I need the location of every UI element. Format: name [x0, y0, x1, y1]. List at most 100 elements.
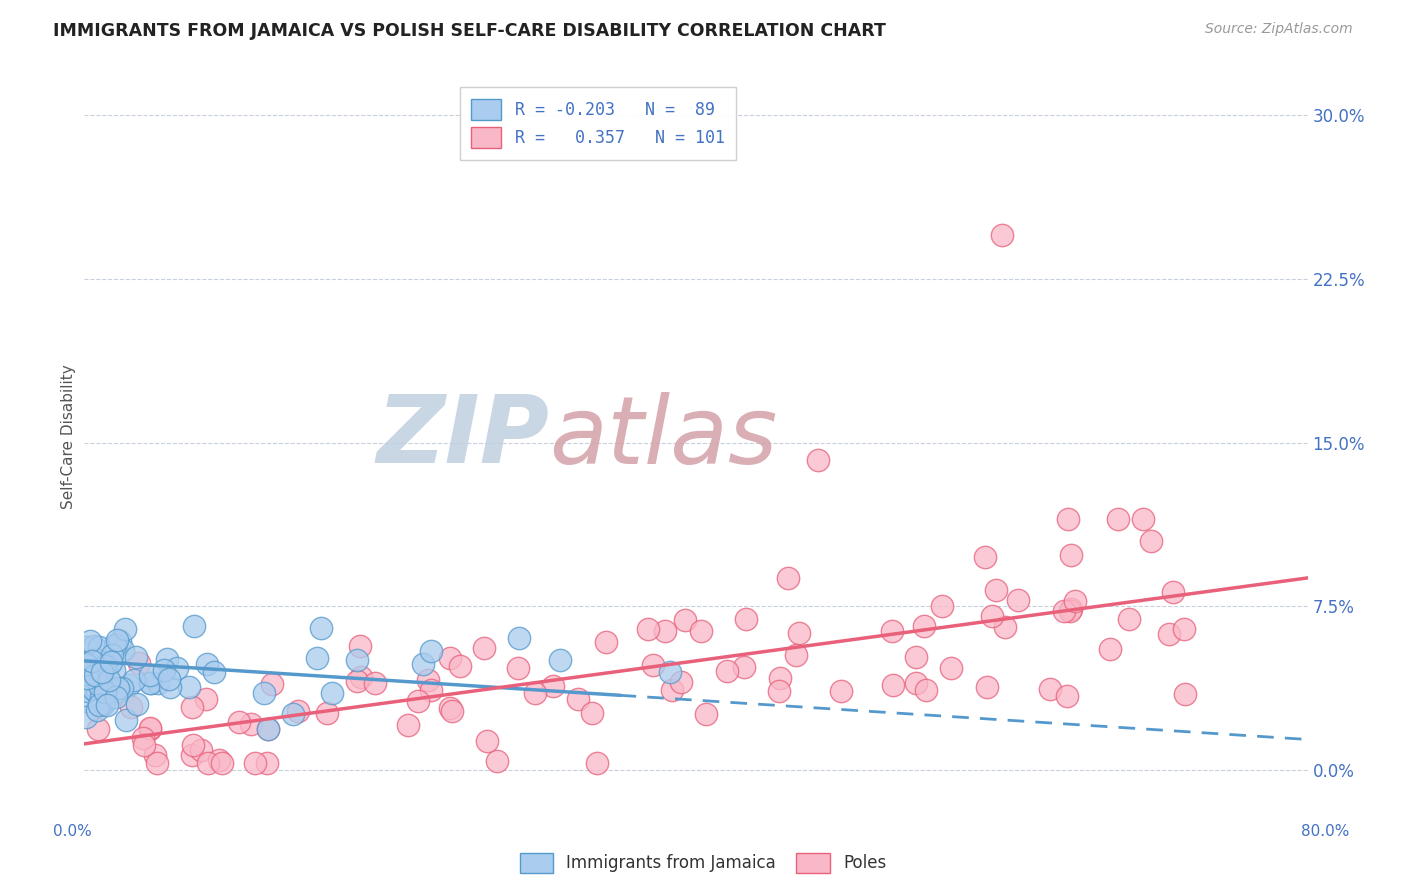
Point — [75, 694, 97, 708]
Point — [101, 648, 124, 663]
Point — [931, 599, 953, 613]
Legend: Immigrants from Jamaica, Poles: Immigrants from Jamaica, Poles — [513, 847, 893, 880]
Point — [1173, 622, 1195, 636]
Point — [138, 721, 160, 735]
Point — [595, 634, 617, 648]
Point — [166, 661, 188, 675]
Point — [128, 657, 150, 671]
Point — [143, 748, 166, 763]
Point — [1139, 534, 1161, 549]
Point — [980, 608, 1002, 623]
Point — [733, 660, 755, 674]
Point — [769, 671, 792, 685]
Point — [96, 698, 118, 712]
Point — [75, 657, 97, 672]
Point — [82, 681, 104, 696]
Point — [661, 683, 683, 698]
Point — [586, 756, 609, 771]
Point — [1059, 604, 1081, 618]
Point — [768, 683, 790, 698]
Point — [776, 571, 799, 585]
Point — [315, 706, 337, 721]
Point — [86, 703, 108, 717]
Point — [98, 657, 121, 671]
Point — [346, 673, 368, 688]
Point — [439, 700, 461, 714]
Point — [93, 697, 115, 711]
Point — [89, 673, 111, 688]
Text: IMMIGRANTS FROM JAMAICA VS POLISH SELF-CARE DISABILITY CORRELATION CHART: IMMIGRANTS FROM JAMAICA VS POLISH SELF-C… — [53, 22, 886, 40]
Point — [87, 640, 110, 655]
Point — [976, 680, 998, 694]
Point — [111, 643, 134, 657]
Point — [83, 639, 105, 653]
Point — [1007, 593, 1029, 607]
Point — [96, 691, 118, 706]
Point — [207, 753, 229, 767]
Point — [524, 686, 547, 700]
Point — [1060, 548, 1083, 562]
Text: Source: ZipAtlas.com: Source: ZipAtlas.com — [1205, 22, 1353, 37]
Point — [785, 648, 807, 662]
Point — [202, 665, 225, 680]
Point — [76, 680, 98, 694]
Point — [787, 626, 810, 640]
Point — [1056, 512, 1078, 526]
Point — [211, 756, 233, 771]
Point — [195, 657, 218, 672]
Point — [181, 747, 204, 762]
Point — [80, 664, 103, 678]
Point — [1174, 687, 1197, 701]
Point — [257, 723, 280, 737]
Point — [1053, 604, 1076, 618]
Point — [974, 549, 997, 564]
Point — [548, 653, 571, 667]
Point — [110, 681, 132, 696]
Point — [146, 756, 169, 771]
Point — [637, 622, 659, 636]
Point — [994, 620, 1017, 634]
Point — [139, 676, 162, 690]
Point — [716, 664, 738, 678]
Point — [94, 690, 117, 705]
Point — [90, 690, 112, 705]
Point — [262, 676, 284, 690]
Point — [420, 682, 443, 697]
Point — [183, 618, 205, 632]
Point — [181, 739, 204, 753]
Point — [541, 679, 564, 693]
Point — [77, 684, 100, 698]
Point — [735, 612, 758, 626]
Point — [305, 650, 328, 665]
Point — [350, 670, 373, 684]
Point — [1161, 585, 1184, 599]
Point — [146, 675, 169, 690]
Point — [105, 633, 128, 648]
Point — [118, 677, 141, 691]
Point — [506, 660, 529, 674]
Point — [283, 706, 305, 721]
Point — [240, 716, 263, 731]
Point — [75, 640, 97, 654]
Point — [87, 698, 110, 713]
Point — [94, 685, 117, 699]
Point — [79, 659, 101, 673]
Point — [475, 733, 498, 747]
Text: atlas: atlas — [550, 392, 778, 483]
Point — [912, 619, 935, 633]
Point — [114, 622, 136, 636]
Point — [695, 706, 717, 721]
Point — [450, 659, 472, 673]
Point — [581, 706, 603, 721]
Point — [880, 624, 903, 638]
Point — [82, 678, 104, 692]
Point — [256, 756, 278, 771]
Point — [420, 644, 443, 658]
Point — [157, 672, 180, 686]
Point — [1118, 612, 1140, 626]
Y-axis label: Self-Care Disability: Self-Care Disability — [60, 365, 76, 509]
Point — [915, 683, 938, 698]
Point — [80, 654, 103, 668]
Legend: R = -0.203   N =  89, R =   0.357   N = 101: R = -0.203 N = 89, R = 0.357 N = 101 — [460, 87, 737, 160]
Point — [91, 657, 114, 671]
